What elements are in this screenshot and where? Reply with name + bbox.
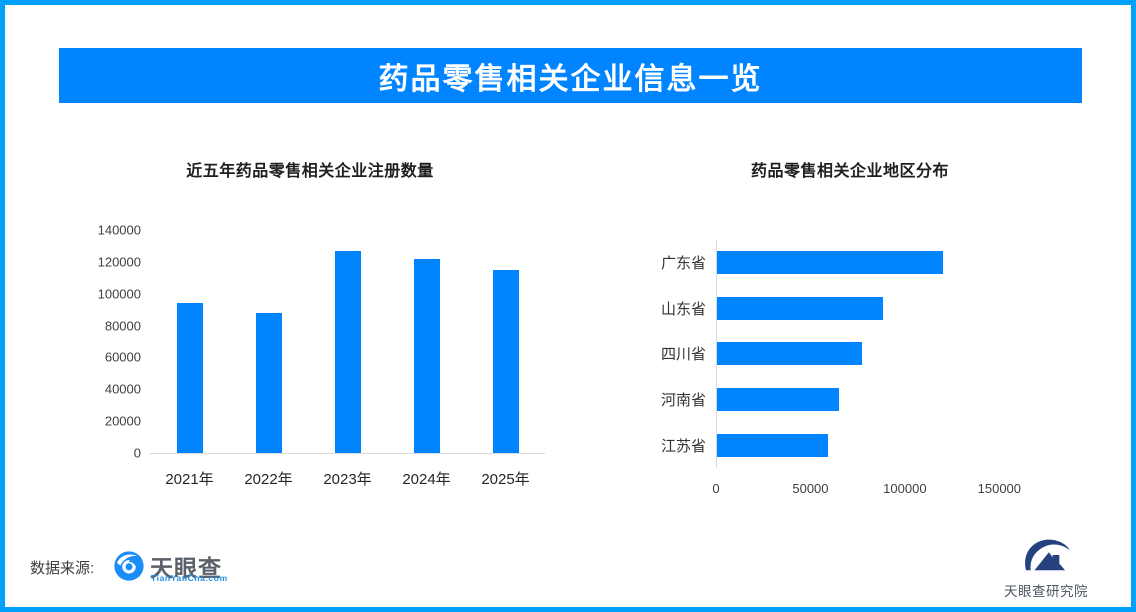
bar-2025年 bbox=[492, 269, 519, 453]
y-tick-label: 0 bbox=[133, 445, 141, 461]
x-tick-label: 50000 bbox=[792, 481, 829, 496]
bar-slot-2025年 bbox=[466, 230, 545, 453]
bar-slot-江苏省 bbox=[717, 422, 1057, 468]
tianyancha-wordmark: 天眼查 bbox=[150, 555, 222, 581]
bar-slot-2023年 bbox=[308, 230, 387, 453]
bar-slot-广东省 bbox=[717, 240, 1057, 286]
region-label: 广东省 bbox=[660, 255, 706, 273]
bar-2024年 bbox=[413, 258, 440, 453]
x-tick-label: 150000 bbox=[977, 481, 1022, 496]
data-source-label: 数据来源: bbox=[30, 560, 95, 577]
bar-slot-2022年 bbox=[229, 230, 308, 453]
x-category-label: 2021年 bbox=[165, 471, 214, 488]
header-banner: 药品零售相关企业信息一览 bbox=[59, 48, 1082, 103]
y-tick-label: 80000 bbox=[104, 318, 141, 334]
page-title: 药品零售相关企业信息一览 bbox=[378, 62, 763, 96]
bar-四川省 bbox=[717, 342, 862, 366]
registrations-chart-title: 近五年药品零售相关企业注册数量 bbox=[186, 163, 434, 180]
bar-山东省 bbox=[717, 296, 884, 320]
y-tick-label: 100000 bbox=[97, 286, 141, 302]
bar-slot-四川省 bbox=[717, 331, 1057, 377]
bar-slot-河南省 bbox=[717, 377, 1057, 423]
y-tick-label: 60000 bbox=[104, 349, 141, 365]
x-category-label: 2022年 bbox=[244, 471, 293, 488]
bar-slot-2021年 bbox=[150, 230, 229, 453]
x-category-label: 2023年 bbox=[323, 471, 372, 488]
x-tick-label: 100000 bbox=[883, 481, 927, 496]
bar-江苏省 bbox=[717, 433, 829, 457]
region-label: 四川省 bbox=[660, 346, 706, 364]
regions-x-axis-labels: 0 50000 100000 150000 bbox=[712, 481, 1056, 497]
y-tick-label: 140000 bbox=[97, 222, 141, 238]
registrations-plot-area bbox=[150, 230, 545, 454]
bar-河南省 bbox=[717, 388, 839, 412]
x-category-label: 2025年 bbox=[481, 471, 530, 488]
region-label: 河南省 bbox=[660, 392, 706, 410]
x-tick-label: 0 bbox=[712, 481, 720, 496]
research-institute-logo: 天眼查研究院 bbox=[998, 536, 1094, 600]
y-tick-label: 20000 bbox=[104, 413, 141, 429]
y-tick-label: 40000 bbox=[104, 381, 141, 397]
x-category-label: 2024年 bbox=[402, 471, 451, 488]
regions-chart-title: 药品零售相关企业地区分布 bbox=[750, 163, 949, 180]
registrations-y-axis-labels: 0 20000 40000 60000 80000 100000 120000 140000 bbox=[70, 223, 141, 461]
registrations-x-axis-labels: 2021年 2022年 2023年 2024年 2025年 bbox=[150, 468, 545, 489]
y-tick-label: 120000 bbox=[97, 254, 141, 270]
regions-plot-area bbox=[716, 240, 1057, 468]
bar-2022年 bbox=[255, 312, 282, 453]
regions-category-labels: 广东省山东省四川省河南省江苏省 bbox=[630, 240, 706, 468]
bar-广东省 bbox=[717, 251, 943, 275]
region-label: 江苏省 bbox=[660, 437, 706, 455]
mountain-swoosh-icon bbox=[1025, 539, 1070, 571]
research-institute-label: 天眼查研究院 bbox=[1004, 584, 1088, 599]
bar-slot-2024年 bbox=[387, 230, 466, 453]
bar-slot-山东省 bbox=[717, 286, 1057, 332]
bar-2021年 bbox=[176, 303, 203, 453]
region-label: 山东省 bbox=[660, 300, 706, 318]
tianyancha-domain-text: TianYanCha.com bbox=[151, 573, 228, 583]
tianyancha-eye-icon bbox=[114, 551, 144, 581]
bar-2023年 bbox=[334, 250, 361, 453]
